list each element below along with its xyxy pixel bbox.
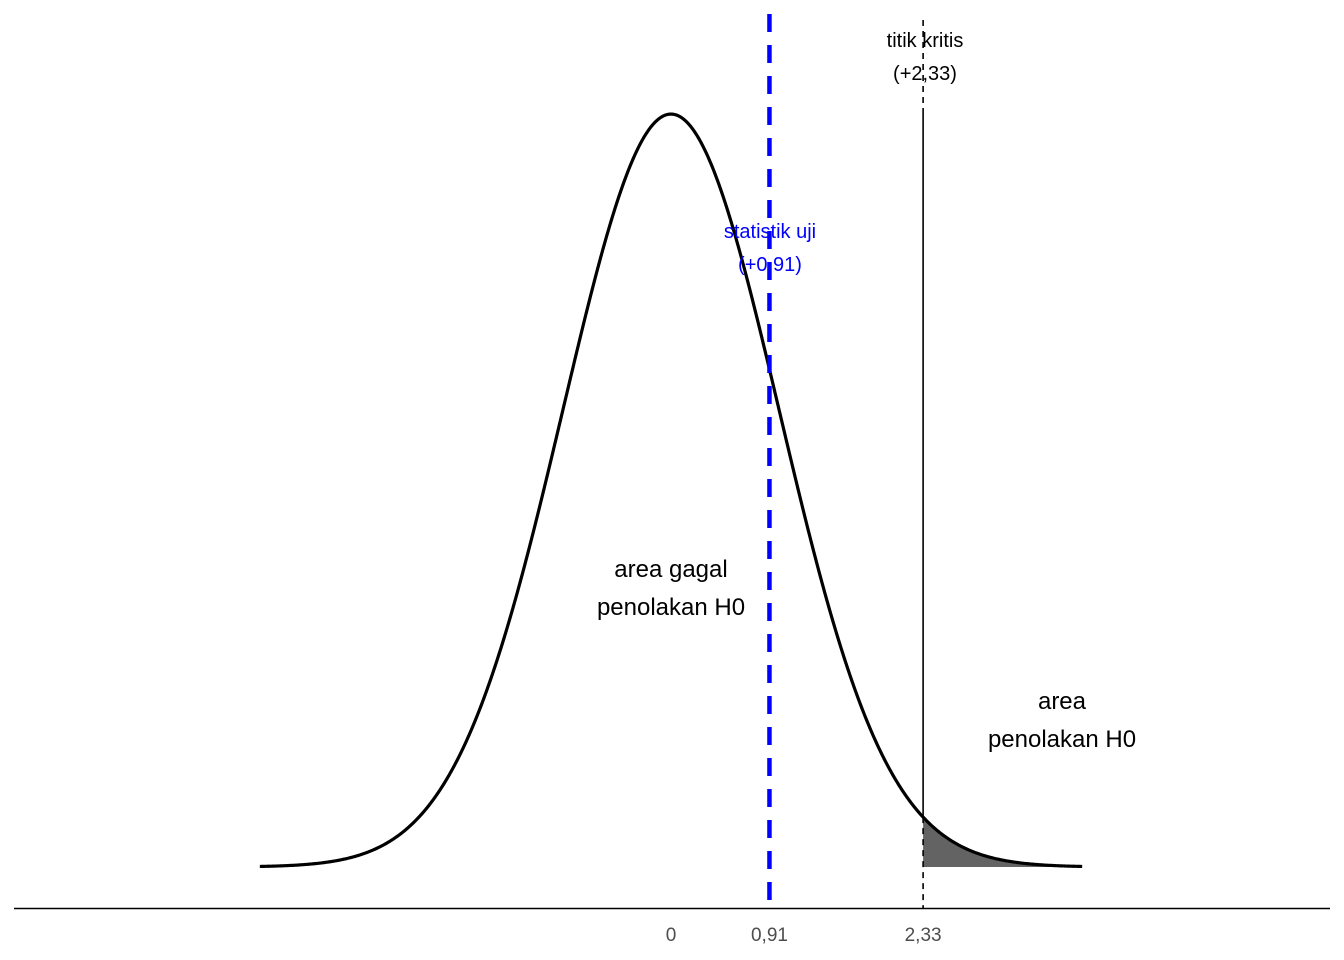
critical-value-label-line1: titik kritis [887,30,964,52]
x-tick-label-1: 0,91 [751,925,788,946]
x-tick-label-2: 2,33 [905,925,942,946]
rejection-region-fill [923,817,1083,867]
non-rejection-region-label-line2: penolakan H0 [597,594,745,621]
test-statistic-label-line1: statistik uji [724,221,816,243]
density-curve [259,112,1083,869]
x-tick-label-0: 0 [666,925,677,946]
rejection-region-label-line2: penolakan H0 [988,726,1136,753]
non-rejection-region-label-line1: area gagal [614,556,727,583]
critical-value-label-line2: (+2,33) [893,63,957,85]
rejection-region-label-line1: area [1038,688,1087,715]
test-statistic-label-line2: (+0,91) [738,254,802,276]
